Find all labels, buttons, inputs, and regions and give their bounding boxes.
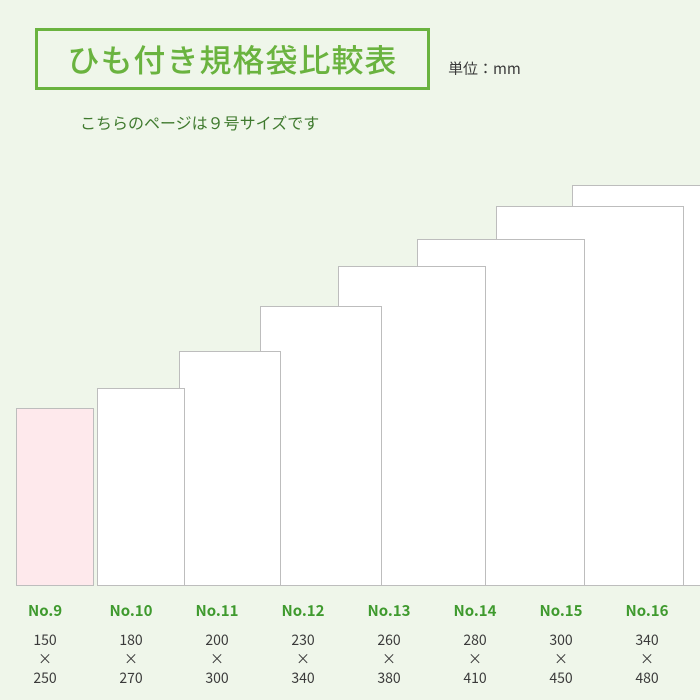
- bag-width-mm: 230: [260, 631, 346, 650]
- bag-dimensions: 180×270: [88, 631, 174, 688]
- times-icon: ×: [174, 650, 260, 669]
- bag-width-mm: 180: [88, 631, 174, 650]
- bag-height-mm: 480: [604, 669, 690, 688]
- bag-width-mm: 200: [174, 631, 260, 650]
- bag-dimensions: 340×480: [604, 631, 690, 688]
- subtitle: こちらのページは９号サイズです: [80, 110, 319, 134]
- bag-label: No.9 150×250: [2, 600, 88, 688]
- bag-height-mm: 300: [174, 669, 260, 688]
- bag-rect: [97, 388, 185, 586]
- bag-label: No.11 200×300: [174, 600, 260, 688]
- bag-label: No.12 230×340: [260, 600, 346, 688]
- bag-width-mm: 340: [604, 631, 690, 650]
- bag-size-no: No.13: [346, 600, 432, 621]
- bag-label: No.13 260×380: [346, 600, 432, 688]
- times-icon: ×: [88, 650, 174, 669]
- bag-dimensions: 300×450: [518, 631, 604, 688]
- times-icon: ×: [432, 650, 518, 669]
- bag-width-mm: 260: [346, 631, 432, 650]
- bag-size-no: No.14: [432, 600, 518, 621]
- bag-dimensions: 230×340: [260, 631, 346, 688]
- bag-label: No.16 340×480: [604, 600, 690, 688]
- bag-dimensions: 150×250: [2, 631, 88, 688]
- bag-label: No.10 180×270: [88, 600, 174, 688]
- unit-label: 単位：mm: [448, 58, 521, 79]
- title-text: ひも付き規格袋比較表: [67, 36, 397, 82]
- bag-dimensions: 200×300: [174, 631, 260, 688]
- bag-size-no: No.16: [604, 600, 690, 621]
- bag-height-mm: 250: [2, 669, 88, 688]
- bag-size-no: No.11: [174, 600, 260, 621]
- bag-height-mm: 270: [88, 669, 174, 688]
- bag-width-mm: 280: [432, 631, 518, 650]
- times-icon: ×: [604, 650, 690, 669]
- bag-width-mm: 150: [2, 631, 88, 650]
- bag-dimensions: 280×410: [432, 631, 518, 688]
- bag-rect: [179, 351, 281, 586]
- bag-label: No.15 300×450: [518, 600, 604, 688]
- bag-size-no: No.10: [88, 600, 174, 621]
- bag-rect: [16, 408, 94, 586]
- times-icon: ×: [2, 650, 88, 669]
- bag-size-no: No.15: [518, 600, 604, 621]
- bag-label: No.14 280×410: [432, 600, 518, 688]
- bag-size-no: No.9: [2, 600, 88, 621]
- title-box: ひも付き規格袋比較表: [35, 28, 430, 90]
- bag-height-mm: 450: [518, 669, 604, 688]
- bag-height-mm: 340: [260, 669, 346, 688]
- bag-height-mm: 380: [346, 669, 432, 688]
- bag-size-no: No.12: [260, 600, 346, 621]
- times-icon: ×: [346, 650, 432, 669]
- times-icon: ×: [518, 650, 604, 669]
- bag-height-mm: 410: [432, 669, 518, 688]
- bag-dimensions: 260×380: [346, 631, 432, 688]
- bag-width-mm: 300: [518, 631, 604, 650]
- times-icon: ×: [260, 650, 346, 669]
